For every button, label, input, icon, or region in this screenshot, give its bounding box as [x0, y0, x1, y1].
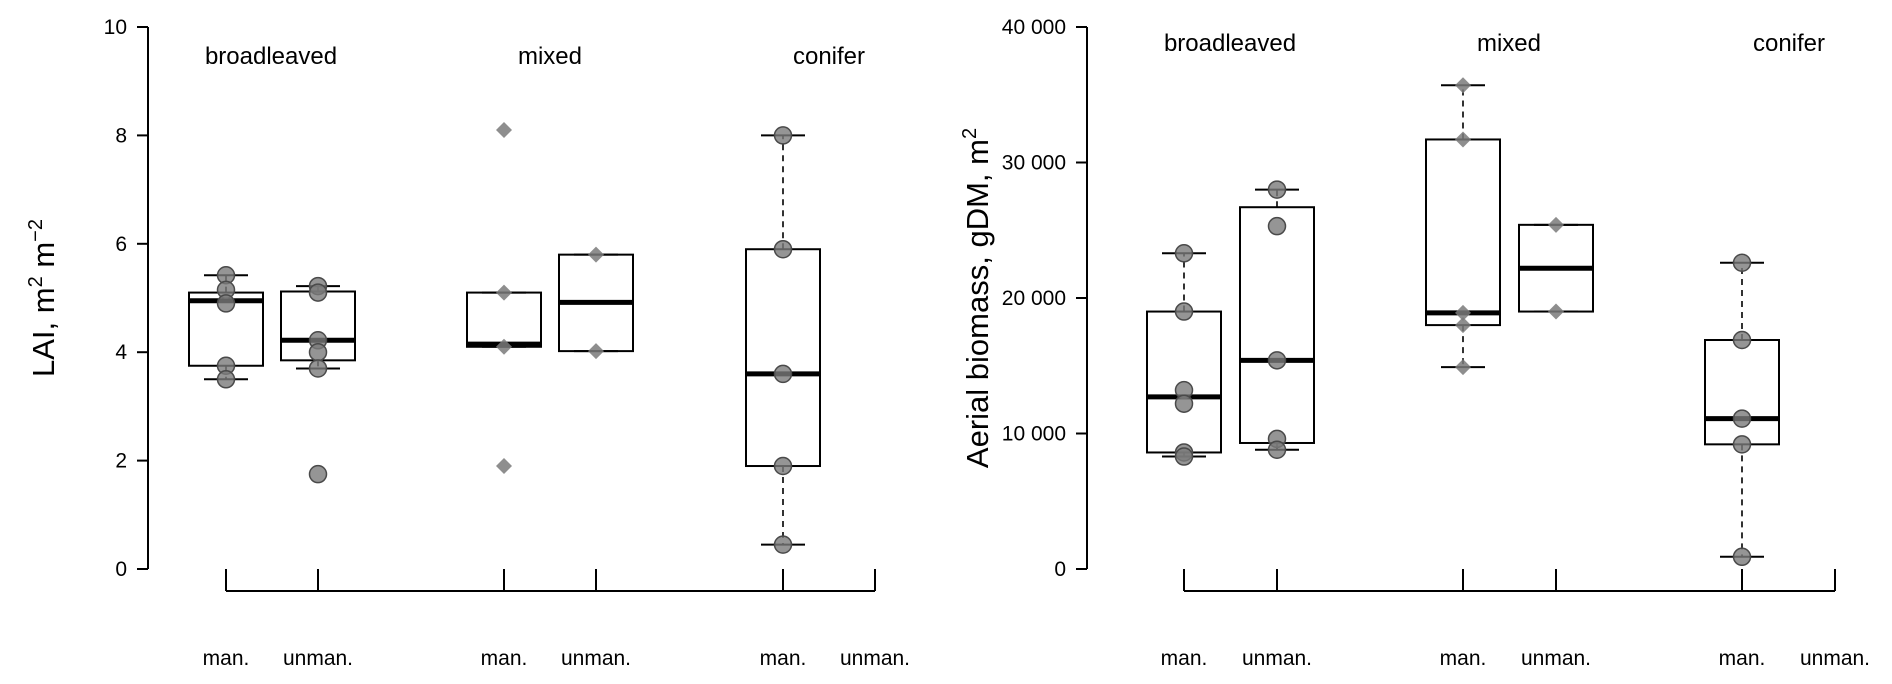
group-label: conifer	[793, 43, 865, 70]
data-point	[773, 535, 793, 554]
data-point	[496, 338, 512, 355]
data-point	[308, 464, 328, 484]
data-point	[308, 359, 328, 378]
box	[1425, 138, 1501, 327]
data-point	[1174, 302, 1194, 321]
data-point	[216, 294, 236, 313]
group-label: mixed	[518, 43, 582, 70]
box	[466, 291, 542, 348]
data-point	[1455, 304, 1471, 321]
boxplot	[466, 121, 542, 475]
boxplot	[188, 265, 264, 389]
data-point	[1267, 180, 1287, 199]
boxplot	[1146, 244, 1222, 466]
y-tick-label: 40 000	[1002, 16, 1066, 39]
data-point	[588, 343, 604, 360]
group-label: broadleaved	[1164, 30, 1296, 57]
y-tick-label: 6	[115, 233, 127, 256]
y-axis-label: LAI, m2 m−2	[25, 219, 61, 377]
boxplot	[1704, 253, 1780, 567]
data-point	[1174, 394, 1194, 413]
x-tick-label: unman.	[1800, 647, 1870, 670]
data-point	[773, 126, 793, 145]
y-tick-label: 8	[115, 124, 127, 147]
data-point	[1732, 253, 1752, 273]
data-point	[1455, 317, 1471, 334]
data-point	[1455, 131, 1471, 148]
lai-panel: 0 2 4 6 8 10 LAI, m2 m−2 man. unman. man. unman. ma…	[25, 16, 910, 670]
data-point	[1732, 547, 1752, 567]
group-label: conifer	[1753, 30, 1825, 57]
x-tick-label: unman.	[840, 647, 910, 670]
data-point	[1548, 216, 1564, 233]
boxplot	[745, 126, 821, 554]
data-point	[1732, 409, 1752, 428]
data-point	[588, 246, 604, 263]
x-tick-label: man.	[203, 647, 250, 670]
data-point	[773, 456, 793, 476]
data-point	[496, 284, 512, 301]
y-axis-label: Aerial biomass, gDM, m2	[959, 128, 995, 468]
boxplot	[1518, 216, 1594, 320]
y-tick-label: 0	[115, 558, 127, 581]
data-point	[216, 370, 236, 389]
y-tick-label: 2	[115, 450, 127, 473]
x-tick-label: unman.	[561, 647, 631, 670]
y-tick-label: 20 000	[1002, 287, 1066, 310]
biomass-panel: 0 10 000 20 000 30 000 40 000 Aerial biomass,…	[959, 16, 1870, 670]
group-label: mixed	[1477, 30, 1541, 57]
data-point	[1732, 330, 1752, 350]
y-tick-label: 10 000	[1002, 423, 1066, 446]
x-tick-label: unman.	[1521, 647, 1591, 670]
box	[1239, 206, 1315, 444]
data-point	[1455, 77, 1471, 94]
data-point	[496, 458, 512, 475]
x-tick-label: man.	[1161, 647, 1208, 670]
data-point	[1732, 435, 1752, 454]
data-point	[308, 342, 328, 362]
box	[745, 248, 821, 468]
data-point	[1267, 351, 1287, 370]
data-point	[1267, 440, 1287, 460]
box	[1704, 339, 1780, 446]
data-point	[308, 283, 328, 302]
x-tick-label: man.	[481, 647, 528, 670]
data-point	[773, 364, 793, 384]
x-tick-label: man.	[1719, 647, 1766, 670]
boxplot	[1425, 77, 1501, 376]
x-tick-label: man.	[760, 647, 807, 670]
boxplot	[558, 246, 634, 360]
data-point	[1455, 359, 1471, 376]
y-tick-label: 10	[104, 16, 127, 39]
data-point	[1548, 303, 1564, 320]
x-tick-label: man.	[1440, 647, 1487, 670]
y-tick-label: 0	[1054, 558, 1066, 581]
data-point	[1174, 447, 1194, 466]
data-point	[496, 121, 512, 138]
y-tick-label: 30 000	[1002, 152, 1066, 175]
x-tick-label: unman.	[283, 647, 353, 670]
x-tick-label: unman.	[1242, 647, 1312, 670]
group-label: broadleaved	[205, 43, 337, 70]
data-point	[1174, 244, 1194, 263]
boxplot	[280, 276, 356, 484]
data-point	[773, 239, 793, 259]
y-tick-label: 4	[115, 341, 127, 364]
data-point	[1267, 216, 1287, 236]
boxplot	[1239, 180, 1315, 460]
